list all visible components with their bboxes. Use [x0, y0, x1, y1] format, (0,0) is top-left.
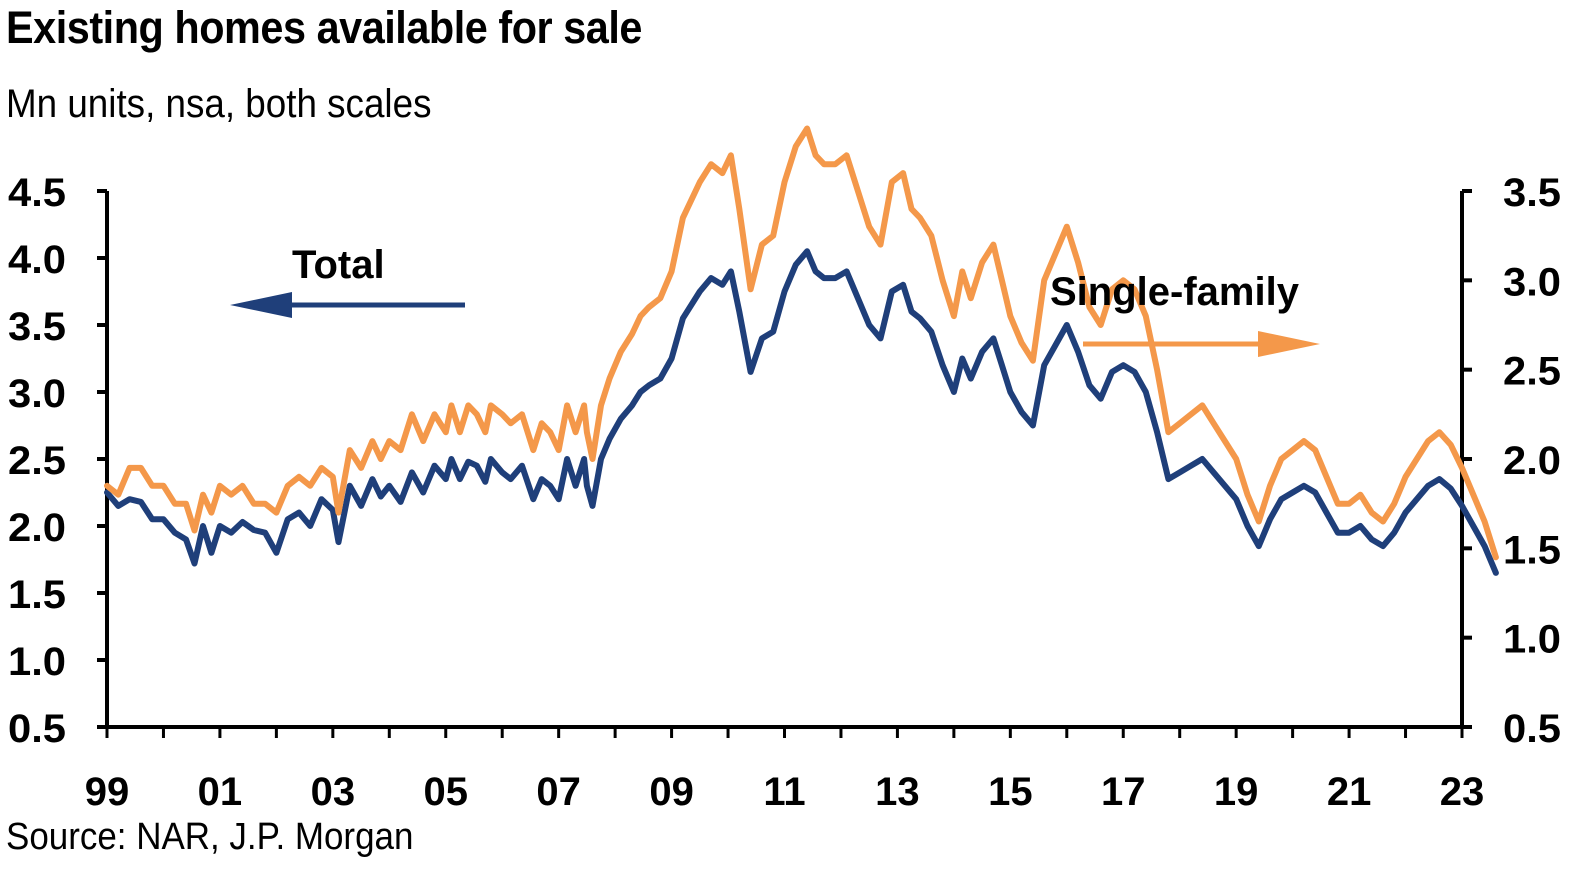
left-tick-label: 3.5 [8, 305, 66, 349]
x-tick-label: 01 [198, 770, 243, 814]
x-tick-label: 05 [424, 770, 469, 814]
total-annotation: Total [292, 243, 385, 287]
right-tick-label: 1.0 [1503, 618, 1561, 662]
right-tick-label: 3.5 [1503, 171, 1561, 215]
x-tick-label: 17 [1101, 770, 1146, 814]
total-arrow-head [230, 292, 292, 318]
single-family-arrow-head [1258, 331, 1320, 357]
source-note: Source: NAR, J.P. Morgan [6, 816, 414, 858]
x-tick-label: 09 [649, 770, 694, 814]
x-tick-label: 23 [1440, 770, 1485, 814]
chart-title: Existing homes available for sale [6, 2, 642, 53]
right-tick-label: 1.5 [1503, 528, 1561, 572]
right-tick-label: 3.0 [1503, 260, 1561, 304]
axes: 4.5 4.0 3.5 3.0 2.5 2.0 1.5 1.0 0.5 3.5 3.0 2.5 2.0… [8, 171, 1561, 814]
left-axis-ticks: 4.5 4.0 3.5 3.0 2.5 2.0 1.5 1.0 0.5 [8, 171, 107, 751]
right-tick-label: 0.5 [1503, 707, 1561, 751]
x-tick-label: 99 [85, 770, 130, 814]
right-axis-ticks: 3.5 3.0 2.5 2.0 1.5 1.0 0.5 [1462, 171, 1561, 751]
series-layer [104, 125, 1499, 576]
total-series-line [104, 248, 1499, 576]
left-tick-label: 1.0 [8, 640, 66, 684]
right-tick-label: 2.5 [1503, 350, 1561, 394]
left-tick-label: 2.5 [8, 439, 66, 483]
left-tick-label: 1.5 [8, 573, 66, 617]
x-tick-label: 11 [763, 770, 805, 814]
x-tick-label: 13 [875, 770, 920, 814]
x-tick-label: 21 [1327, 770, 1372, 814]
left-tick-label: 0.5 [8, 707, 66, 751]
left-tick-label: 4.0 [8, 238, 66, 282]
left-tick-label: 3.0 [8, 372, 66, 416]
x-tick-label: 19 [1214, 770, 1259, 814]
left-tick-label: 4.5 [8, 171, 66, 215]
single-family-series-line [104, 125, 1499, 561]
x-axis-ticks: 99 01 03 05 07 09 11 13 15 17 19 21 23 [85, 727, 1485, 814]
single-family-annotation: Single-family [1050, 270, 1300, 314]
annotations: Total Single-family [230, 243, 1320, 357]
left-tick-label: 2.0 [8, 506, 66, 550]
chart-subtitle: Mn units, nsa, both scales [6, 82, 432, 126]
x-tick-label: 15 [988, 770, 1033, 814]
right-tick-label: 2.0 [1503, 439, 1561, 483]
x-tick-label: 03 [311, 770, 356, 814]
x-tick-label: 07 [536, 770, 581, 814]
